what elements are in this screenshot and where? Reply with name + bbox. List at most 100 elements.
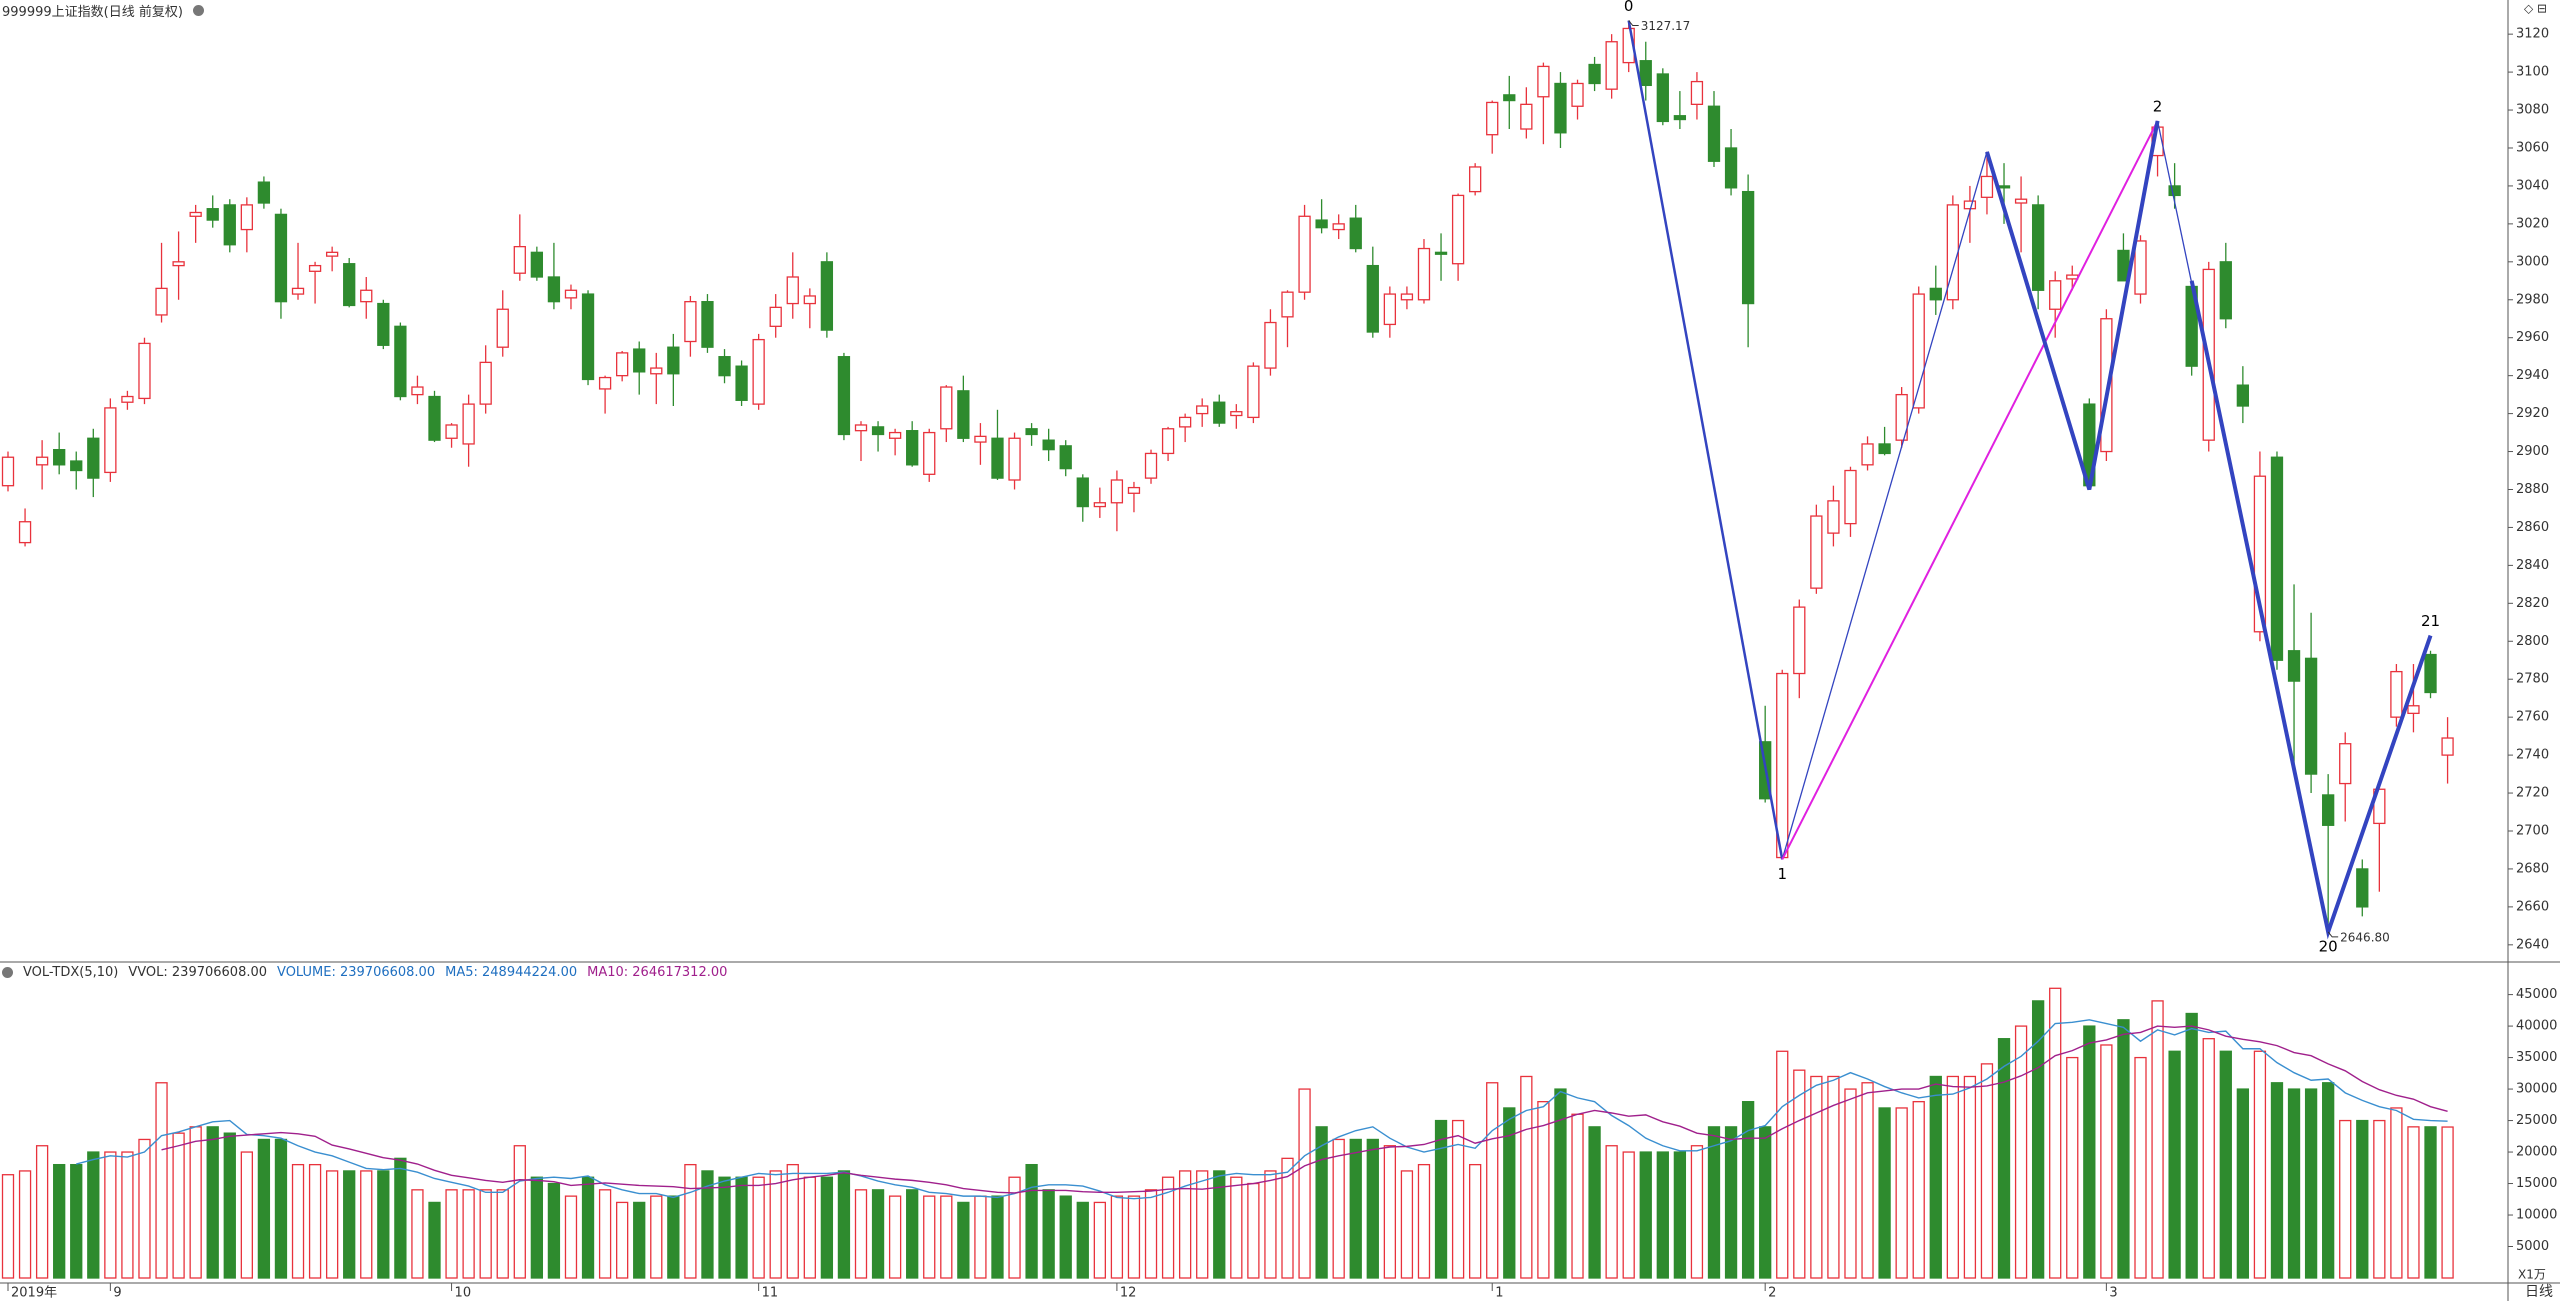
volume-bar xyxy=(2014,1025,2028,1279)
candle-body xyxy=(138,342,151,400)
candle-body xyxy=(87,437,100,479)
volume-bar xyxy=(752,1176,765,1279)
y-tick-label: 2700 xyxy=(2516,823,2549,838)
zigzag-label: 2 xyxy=(2153,97,2163,115)
candle-body xyxy=(1912,293,1925,409)
candle-body xyxy=(1980,175,1994,198)
volume-bar xyxy=(1486,1082,1499,1279)
candle-body xyxy=(1213,401,1226,424)
volume-header-item: VOL-TDX(5,10) xyxy=(23,965,119,980)
candle-body xyxy=(70,460,83,472)
volume-bar xyxy=(1093,1201,1106,1279)
volume-bar xyxy=(530,1176,544,1279)
volume-bar xyxy=(1213,1170,1226,1279)
toolbar-icons[interactable]: ◇ ⊟ xyxy=(2524,2,2547,16)
volume-bar xyxy=(2390,1107,2403,1279)
candle-body xyxy=(445,424,458,439)
volume-bar xyxy=(1417,1163,1431,1279)
volume-bar xyxy=(1230,1176,1243,1279)
volume-bar xyxy=(598,1189,612,1279)
candle-body xyxy=(1724,147,1738,189)
zigzag-line xyxy=(1781,120,2159,860)
candle-body xyxy=(513,245,526,274)
candle-body xyxy=(1639,60,1652,87)
candle-body xyxy=(718,356,731,377)
price-pointer xyxy=(1628,20,1639,27)
volume-bar xyxy=(2066,1056,2079,1279)
candle-body xyxy=(2100,318,2113,453)
volume-bar xyxy=(2287,1088,2301,1279)
volume-bar xyxy=(1161,1176,1175,1279)
volume-bar xyxy=(1110,1195,1124,1279)
volume-bar xyxy=(1076,1201,1089,1279)
y-tick-label: 2920 xyxy=(2516,406,2549,421)
candle-body xyxy=(1281,291,1294,318)
volume-bar xyxy=(1946,1075,1959,1279)
volume-bar xyxy=(479,1189,492,1279)
candle-body xyxy=(1963,200,1977,210)
x-tick-label: 1 xyxy=(1495,1286,1503,1301)
chart-title: 999999上证指数(日线 前复权) xyxy=(2,5,183,20)
volume-bar xyxy=(1895,1107,1908,1279)
y-tick-label: 2740 xyxy=(2516,748,2549,763)
candle-body xyxy=(1451,194,1465,265)
candle-body xyxy=(974,435,987,443)
volume-bar xyxy=(786,1163,799,1279)
volume-bar xyxy=(257,1138,271,1279)
volume-bar xyxy=(2270,1082,2284,1279)
volume-bar xyxy=(2049,987,2062,1279)
candle-body xyxy=(854,424,868,432)
candle-body xyxy=(2339,743,2352,785)
volume-bar xyxy=(1656,1151,1669,1279)
volume-bar xyxy=(633,1201,646,1279)
volume-bar xyxy=(1008,1176,1021,1279)
candle-body xyxy=(2031,204,2045,291)
volume-bar xyxy=(940,1195,953,1279)
y-tick-label: 3040 xyxy=(2516,178,2549,193)
candle-body xyxy=(1537,65,1550,98)
volume-bar xyxy=(2151,1000,2164,1279)
price-label: 2646.80 xyxy=(2340,930,2390,944)
candle-body xyxy=(1366,264,1379,333)
volume-bar xyxy=(1861,1082,1874,1279)
volume-bar xyxy=(53,1163,66,1279)
candle-body xyxy=(2253,475,2267,633)
candle-body xyxy=(701,301,714,348)
candle-body xyxy=(35,456,49,466)
candle-body xyxy=(1025,428,1038,436)
candle-body xyxy=(257,181,271,204)
candle-body xyxy=(923,431,936,475)
volume-bar xyxy=(906,1189,919,1279)
volume-bar xyxy=(991,1195,1004,1279)
candle-body xyxy=(803,295,816,305)
x-tick-label: 3 xyxy=(2109,1286,2117,1301)
volume-bar xyxy=(564,1195,578,1279)
volume-header-item: VVOL: 239706608.00 xyxy=(128,965,268,980)
volume-bar xyxy=(2322,1082,2335,1279)
volume-bar xyxy=(1759,1126,1772,1279)
candle-body xyxy=(1810,515,1823,589)
volume-bar xyxy=(1281,1157,1294,1279)
y-tick-label: 2940 xyxy=(2516,368,2549,383)
settings-icon[interactable] xyxy=(192,5,204,16)
candle-body xyxy=(206,208,219,221)
candle-body xyxy=(1264,321,1277,369)
volume-bar xyxy=(1980,1063,1994,1279)
volume-bar xyxy=(2117,1019,2130,1279)
y-tick-label: 2980 xyxy=(2516,292,2549,307)
candle-body xyxy=(1827,500,1840,534)
candle-body xyxy=(1076,477,1089,508)
volume-bar xyxy=(1366,1138,1379,1279)
settings-icon[interactable] xyxy=(2,967,13,978)
candle-body xyxy=(155,287,168,316)
candle-body xyxy=(837,356,851,436)
volume-bar xyxy=(2202,1038,2215,1279)
volume-bar xyxy=(445,1189,458,1279)
volume-bar xyxy=(803,1176,816,1279)
candle-body xyxy=(343,263,356,307)
candle-body xyxy=(2322,794,2335,826)
volume-bar xyxy=(1776,1050,1789,1279)
candle-body xyxy=(547,276,561,303)
x-tick-label: 2019年 xyxy=(11,1286,57,1301)
